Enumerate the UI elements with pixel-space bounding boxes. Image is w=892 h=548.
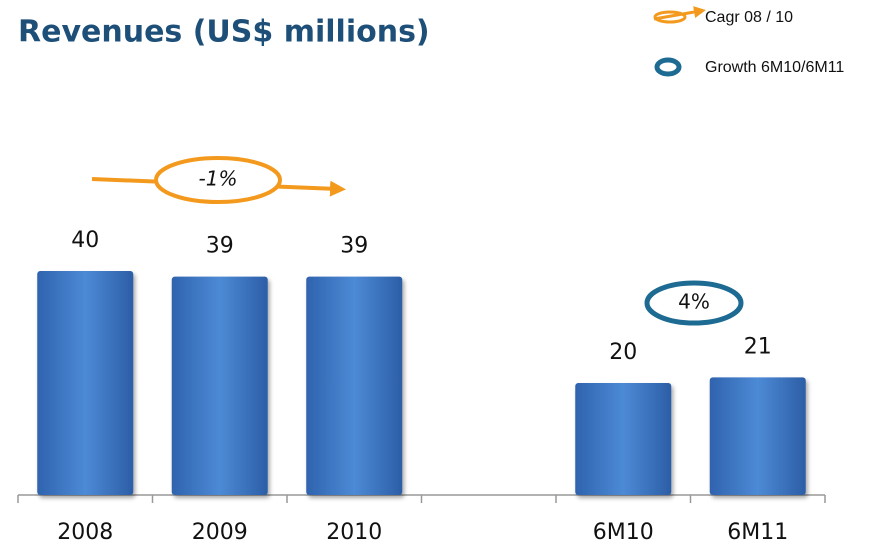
growth-ellipse bbox=[644, 280, 744, 326]
value-label: 20 bbox=[609, 340, 637, 365]
value-label: 21 bbox=[744, 334, 772, 359]
chart-title: Revenues (US$ millions) bbox=[18, 15, 430, 50]
x-tick-label: 6M10 bbox=[593, 520, 654, 545]
legend-swatch bbox=[654, 57, 682, 77]
bar bbox=[306, 276, 403, 495]
legend-swatch bbox=[653, 10, 687, 24]
value-label: 39 bbox=[340, 234, 368, 259]
growth-label: 4% bbox=[678, 290, 710, 314]
x-tick-label: 2010 bbox=[326, 520, 382, 545]
x-tick-label: 2009 bbox=[192, 520, 248, 545]
x-tick-label: 2008 bbox=[57, 520, 113, 545]
bar bbox=[37, 271, 134, 495]
cagr-label: -1% bbox=[199, 167, 238, 191]
x-tick-label: 6M11 bbox=[727, 520, 788, 545]
legend-label: Growth 6M10/6M11 bbox=[705, 59, 844, 76]
bar bbox=[709, 377, 806, 495]
legend-label: Cagr 08 / 10 bbox=[705, 9, 793, 26]
value-label: 39 bbox=[206, 234, 234, 259]
bar bbox=[575, 383, 672, 495]
value-label: 40 bbox=[71, 228, 99, 253]
bar bbox=[171, 276, 268, 495]
legend-swatch bbox=[653, 6, 706, 21]
cagr-ellipse bbox=[154, 156, 282, 204]
